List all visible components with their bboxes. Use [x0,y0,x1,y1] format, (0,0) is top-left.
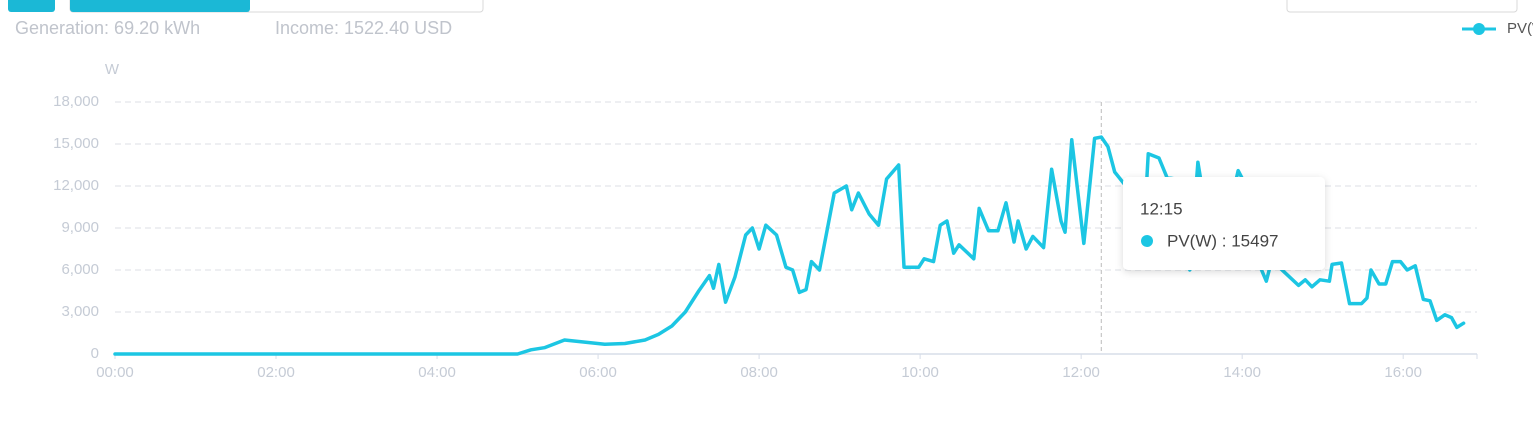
y-tick-label: 9,000 [61,219,99,236]
y-tick-label: 18,000 [53,93,99,110]
series-line [113,135,1466,356]
x-tick-label: 16:00 [1384,364,1422,381]
x-tick-label: 14:00 [1223,364,1261,381]
y-tick-label: 0 [91,345,99,362]
x-tick-label: 12:00 [1062,364,1100,381]
legend-marker [1473,23,1485,35]
x-tick-label: 00:00 [96,364,134,381]
y-axis-label: W [105,61,120,78]
generation: Generation: 69.20 kWh [15,18,200,38]
tooltip-marker [1141,235,1153,247]
tooltip-text: PV(W) : 15497 [1167,231,1279,250]
tooltip-time: 12:15 [1140,199,1183,218]
income: Income: 1522.40 USD [275,18,452,38]
x-tick-label: 08:00 [740,364,778,381]
y-tick-label: 12,000 [53,177,99,194]
legend-label: PV(W) [1507,20,1533,37]
x-tick-label: 06:00 [579,364,617,381]
legend[interactable]: PV(W) [1462,20,1533,37]
y-tick-label: 15,000 [53,135,99,152]
y-tick-label: 6,000 [61,261,99,278]
tooltip: 12:15 PV(W) : 15497 [1123,177,1325,270]
x-tick-label: 02:00 [257,364,295,381]
y-tick-label: 3,000 [61,303,99,320]
tooltip-box [1123,177,1325,270]
button[interactable] [8,0,55,12]
x-tick-label: 04:00 [418,364,456,381]
x-tick-label: 10:00 [901,364,939,381]
date-picker[interactable] [1286,0,1518,13]
toggle-active[interactable] [70,0,250,12]
